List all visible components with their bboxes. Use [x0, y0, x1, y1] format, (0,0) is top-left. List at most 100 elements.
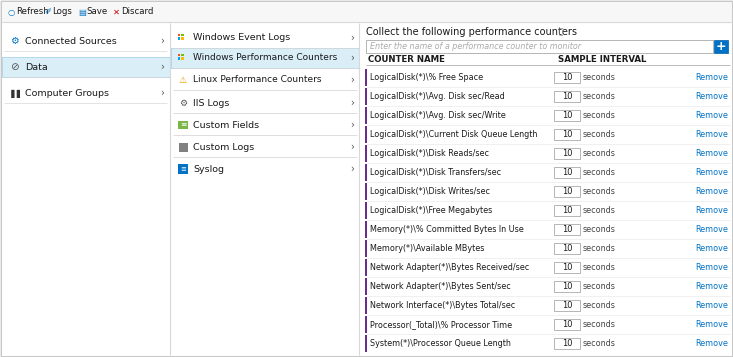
- Text: 10: 10: [561, 320, 572, 329]
- Text: 10: 10: [561, 282, 572, 291]
- Text: 10: 10: [561, 73, 572, 82]
- Text: seconds: seconds: [583, 339, 616, 348]
- Bar: [714, 40, 728, 53]
- Bar: [2, 2, 731, 22]
- Text: ⚠: ⚠: [179, 75, 187, 85]
- Bar: [554, 281, 580, 292]
- Text: seconds: seconds: [583, 263, 616, 272]
- Bar: [365, 69, 367, 86]
- Bar: [365, 259, 367, 276]
- Bar: [554, 91, 580, 102]
- Text: seconds: seconds: [583, 73, 616, 82]
- Text: ≡: ≡: [180, 166, 186, 172]
- Text: Windows Performance Counters: Windows Performance Counters: [193, 54, 337, 62]
- Text: Memory(*)\% Committed Bytes In Use: Memory(*)\% Committed Bytes In Use: [370, 225, 524, 234]
- Text: Discard: Discard: [121, 7, 153, 16]
- Bar: [554, 205, 580, 216]
- Text: ⚙: ⚙: [179, 99, 187, 107]
- Text: Windows Event Logs: Windows Event Logs: [193, 34, 290, 42]
- Text: 10: 10: [561, 339, 572, 348]
- Text: Custom Fields: Custom Fields: [193, 121, 259, 130]
- Text: LogicalDisk(*)\Current Disk Queue Length: LogicalDisk(*)\Current Disk Queue Length: [370, 130, 537, 139]
- Text: Network Interface(*)\Bytes Total/sec: Network Interface(*)\Bytes Total/sec: [370, 301, 515, 310]
- Bar: [554, 319, 580, 330]
- Bar: [181, 34, 183, 36]
- Text: LogicalDisk(*)\Disk Reads/sec: LogicalDisk(*)\Disk Reads/sec: [370, 149, 489, 158]
- Text: seconds: seconds: [583, 244, 616, 253]
- Text: 10: 10: [561, 149, 572, 158]
- Text: Remove: Remove: [695, 282, 728, 291]
- Text: 10: 10: [561, 263, 572, 272]
- Text: ⚙: ⚙: [10, 36, 18, 46]
- Text: Computer Groups: Computer Groups: [25, 89, 109, 97]
- Text: seconds: seconds: [583, 320, 616, 329]
- Bar: [365, 221, 367, 238]
- Bar: [365, 145, 367, 162]
- Text: ›: ›: [350, 164, 354, 174]
- Text: +: +: [715, 40, 726, 53]
- Text: 10: 10: [561, 111, 572, 120]
- Text: ⓘ: ⓘ: [559, 27, 564, 36]
- Text: LogicalDisk(*)\Avg. Disk sec/Write: LogicalDisk(*)\Avg. Disk sec/Write: [370, 111, 506, 120]
- Text: Remove: Remove: [695, 187, 728, 196]
- Text: Syslog: Syslog: [193, 165, 224, 174]
- Text: LogicalDisk(*)\Avg. Disk sec/Read: LogicalDisk(*)\Avg. Disk sec/Read: [370, 92, 505, 101]
- Text: Remove: Remove: [695, 111, 728, 120]
- Text: ▐▐: ▐▐: [7, 89, 21, 97]
- Bar: [181, 54, 183, 56]
- Text: 10: 10: [561, 168, 572, 177]
- Text: ›: ›: [350, 98, 354, 108]
- Text: 10: 10: [561, 225, 572, 234]
- Text: ○: ○: [8, 7, 15, 16]
- Text: ›: ›: [350, 120, 354, 130]
- Bar: [178, 164, 188, 174]
- Bar: [365, 278, 367, 295]
- Text: Collect the following performance counters: Collect the following performance counte…: [366, 27, 577, 37]
- Text: ›: ›: [350, 53, 354, 63]
- Bar: [554, 300, 580, 311]
- Text: Remove: Remove: [695, 206, 728, 215]
- Text: LogicalDisk(*)\% Free Space: LogicalDisk(*)\% Free Space: [370, 73, 483, 82]
- Bar: [554, 129, 580, 140]
- Bar: [554, 148, 580, 159]
- Text: Remove: Remove: [695, 130, 728, 139]
- Bar: [366, 40, 713, 53]
- Bar: [365, 202, 367, 219]
- Text: ›: ›: [160, 62, 164, 72]
- Text: Remove: Remove: [695, 73, 728, 82]
- Text: ▤: ▤: [78, 7, 86, 16]
- Text: System(*)\Processor Queue Length: System(*)\Processor Queue Length: [370, 339, 511, 348]
- Text: ›: ›: [160, 88, 164, 98]
- Bar: [365, 164, 367, 181]
- Text: seconds: seconds: [583, 225, 616, 234]
- Text: Remove: Remove: [695, 225, 728, 234]
- Bar: [171, 23, 359, 355]
- Bar: [365, 240, 367, 257]
- Text: Remove: Remove: [695, 149, 728, 158]
- Bar: [177, 37, 180, 40]
- Bar: [554, 72, 580, 83]
- Bar: [365, 126, 367, 143]
- Bar: [554, 243, 580, 254]
- Bar: [2, 57, 170, 77]
- Text: ⊘: ⊘: [10, 62, 18, 72]
- Text: Processor(_Total)\% Processor Time: Processor(_Total)\% Processor Time: [370, 320, 512, 329]
- Text: Refresh: Refresh: [16, 7, 49, 16]
- Text: seconds: seconds: [583, 111, 616, 120]
- Bar: [360, 23, 731, 355]
- Text: Logs: Logs: [52, 7, 72, 16]
- Text: seconds: seconds: [583, 168, 616, 177]
- Text: seconds: seconds: [583, 92, 616, 101]
- Text: COUNTER NAME: COUNTER NAME: [368, 55, 445, 65]
- Bar: [365, 297, 367, 314]
- Text: SAMPLE INTERVAL: SAMPLE INTERVAL: [558, 55, 647, 65]
- Text: Remove: Remove: [695, 320, 728, 329]
- Bar: [554, 224, 580, 235]
- Text: Remove: Remove: [695, 244, 728, 253]
- Text: Remove: Remove: [695, 263, 728, 272]
- Text: ›: ›: [350, 75, 354, 85]
- Text: Data: Data: [25, 62, 48, 71]
- Bar: [365, 335, 367, 352]
- Text: ›: ›: [350, 142, 354, 152]
- Text: ✕: ✕: [113, 7, 120, 16]
